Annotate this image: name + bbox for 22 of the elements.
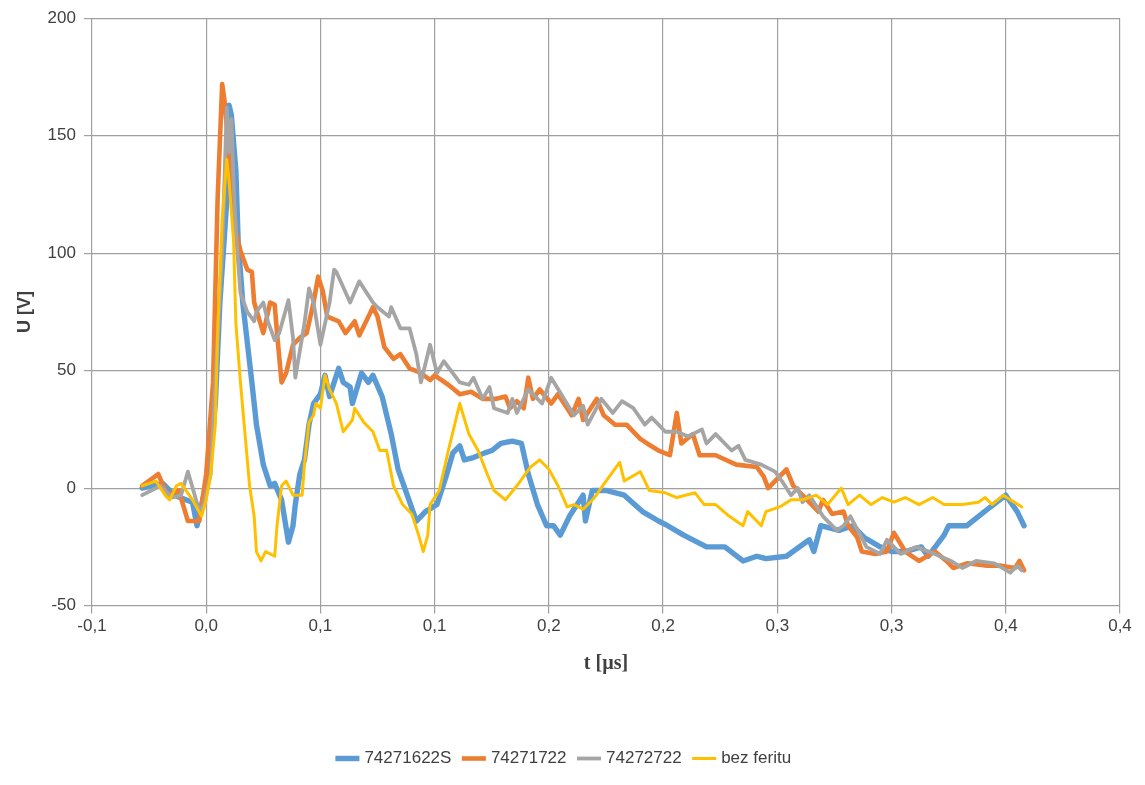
y-tick-label: 0 <box>66 477 76 497</box>
x-tick-label: 0,3 <box>765 616 790 636</box>
x-tick-label: 0,2 <box>537 616 561 636</box>
x-axis-title: t [µs] <box>583 651 629 675</box>
x-tick-label: 0,1 <box>308 616 333 636</box>
x-tick-label: 0,2 <box>651 616 675 636</box>
y-tick-label: 100 <box>47 242 76 262</box>
legend-label: 74271722 <box>490 748 567 768</box>
x-tick-label: 0,4 <box>1108 616 1132 636</box>
legend-label: 74271622S <box>364 748 452 768</box>
x-tick-label: 0,3 <box>879 616 904 636</box>
y-tick-label: -50 <box>51 595 76 615</box>
y-axis-title: U [V] <box>13 290 34 333</box>
x-tick-label: 0,4 <box>993 616 1018 636</box>
legend-label: 74272722 <box>606 748 682 768</box>
y-tick-label: 150 <box>47 125 76 145</box>
y-tick-label: 200 <box>47 7 76 27</box>
x-tick-label: -0,1 <box>77 616 107 636</box>
x-tick-label: 0,1 <box>422 616 447 636</box>
y-tick-label: 50 <box>57 360 76 380</box>
legend-label: bez feritu <box>721 748 792 768</box>
x-tick-label: 0,0 <box>194 616 219 636</box>
